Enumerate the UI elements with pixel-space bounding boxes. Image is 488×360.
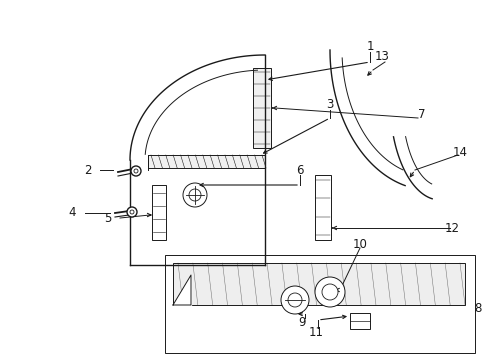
Circle shape xyxy=(183,183,206,207)
Text: 9: 9 xyxy=(298,315,305,328)
Text: 7: 7 xyxy=(417,108,425,122)
Text: 8: 8 xyxy=(473,302,481,315)
Bar xyxy=(152,185,165,240)
Text: 14: 14 xyxy=(451,145,467,158)
Text: 3: 3 xyxy=(325,98,333,111)
Circle shape xyxy=(134,169,138,173)
Text: 6: 6 xyxy=(296,163,303,176)
Text: 5: 5 xyxy=(104,211,111,225)
Bar xyxy=(252,68,270,148)
Text: 4: 4 xyxy=(68,207,76,220)
Text: 12: 12 xyxy=(444,221,459,234)
Bar xyxy=(164,255,474,353)
Circle shape xyxy=(131,166,141,176)
Circle shape xyxy=(287,293,302,307)
Circle shape xyxy=(321,284,337,300)
Text: 13: 13 xyxy=(374,49,388,63)
Bar xyxy=(148,155,264,168)
Circle shape xyxy=(281,286,308,314)
Circle shape xyxy=(130,210,134,214)
Text: 1: 1 xyxy=(366,40,373,53)
Text: 11: 11 xyxy=(308,325,323,338)
Text: 10: 10 xyxy=(352,238,366,251)
Polygon shape xyxy=(173,275,191,305)
Circle shape xyxy=(189,189,201,201)
Bar xyxy=(349,313,369,329)
Text: 2: 2 xyxy=(84,163,92,176)
Circle shape xyxy=(127,207,137,217)
Circle shape xyxy=(314,277,345,307)
Bar xyxy=(173,263,464,305)
Bar xyxy=(314,175,330,240)
